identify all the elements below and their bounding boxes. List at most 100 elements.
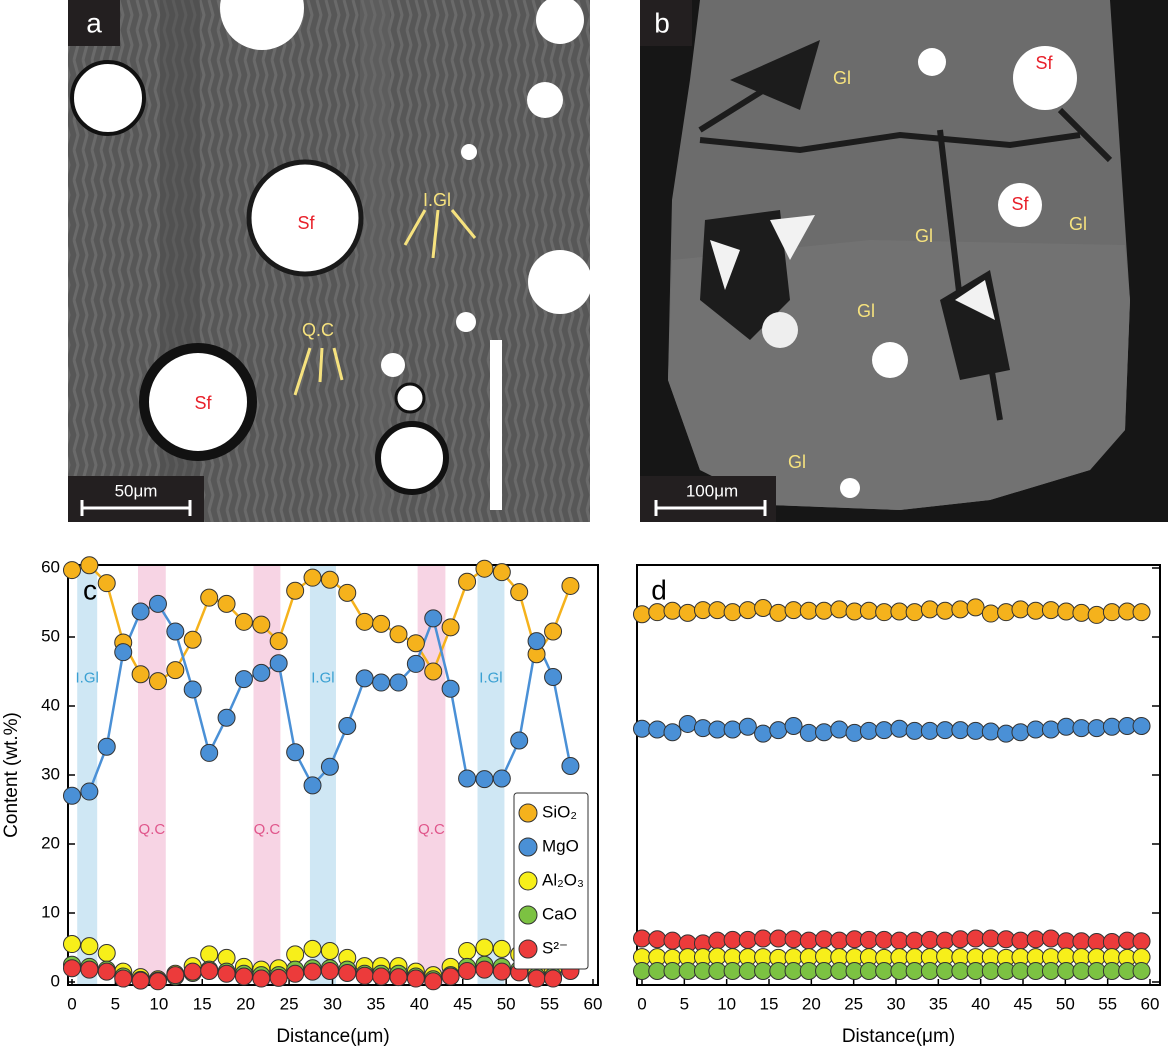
y-tick-label: 60: [41, 557, 60, 576]
data-point: [936, 601, 955, 620]
legend-box: [513, 792, 589, 970]
data-point: [97, 737, 116, 756]
data-point: [1057, 961, 1076, 980]
data-point: [1132, 932, 1151, 951]
data-point: [951, 721, 970, 740]
data-point: [633, 929, 651, 948]
data-point: [80, 937, 99, 956]
band-label: Q.C: [418, 821, 445, 838]
data-point: [166, 661, 185, 680]
data-point: [723, 930, 742, 949]
legend-label: S²⁻: [542, 938, 568, 957]
data-point: [1102, 961, 1121, 980]
data-point: [1132, 603, 1151, 622]
x-tick-label: 35: [929, 994, 948, 1013]
data-point: [966, 961, 985, 980]
plot-frame: [636, 564, 1161, 986]
data-point: [492, 563, 511, 582]
data-point: [708, 961, 727, 980]
data-point: [200, 961, 219, 980]
data-point: [1072, 719, 1091, 738]
data-point: [951, 930, 970, 949]
data-point: [981, 722, 1000, 741]
image-label: Gl: [1069, 214, 1087, 234]
x-tick-label: 40: [410, 994, 429, 1013]
image-label: Sf: [297, 213, 315, 233]
data-point: [769, 603, 788, 622]
x-tick-label: 40: [971, 994, 990, 1013]
data-point: [441, 967, 460, 986]
x-tick-label: 5: [680, 994, 689, 1013]
data-point: [859, 961, 878, 980]
data-point: [1087, 932, 1106, 951]
data-point: [754, 599, 773, 618]
image-label: Gl: [857, 301, 875, 321]
y-tick-label: 50: [41, 626, 60, 645]
data-point: [183, 962, 202, 981]
data-point: [217, 708, 236, 727]
x-tick-label: 30: [323, 994, 342, 1013]
x-tick-label: 25: [844, 994, 863, 1013]
data-point: [799, 601, 818, 620]
data-point: [1041, 720, 1060, 739]
data-point: [1011, 723, 1030, 742]
scale-label: 100μm: [686, 481, 738, 500]
data-point: [389, 673, 408, 692]
data-point: [1132, 717, 1151, 736]
data-point: [200, 588, 219, 607]
data-point: [708, 720, 727, 739]
data-point: [166, 622, 185, 641]
data-point: [458, 769, 477, 788]
data-point: [936, 961, 955, 980]
data-point: [784, 961, 803, 980]
data-point: [131, 971, 150, 990]
data-point: [389, 968, 408, 987]
legend-label: Al₂O₃: [542, 870, 584, 889]
data-point: [234, 612, 253, 631]
data-point: [80, 782, 99, 801]
data-point: [424, 972, 443, 991]
legend-label: SiO₂: [542, 802, 577, 821]
image-label: Q.C: [302, 320, 334, 340]
data-point: [131, 602, 150, 621]
data-point: [799, 723, 818, 742]
data-point: [738, 601, 757, 620]
band-label: I.Gl: [311, 669, 334, 686]
data-point: [131, 665, 150, 684]
data-point: [424, 662, 443, 681]
data-point: [633, 719, 651, 738]
band-label: Q.C: [139, 821, 166, 838]
x-tick-label: 55: [1098, 994, 1117, 1013]
data-point: [372, 614, 391, 633]
data-point: [338, 583, 357, 602]
data-point: [1057, 602, 1076, 621]
data-point: [320, 961, 339, 980]
data-point: [738, 961, 757, 980]
data-point: [114, 969, 133, 988]
data-point: [114, 643, 133, 662]
data-point: [920, 961, 939, 980]
data-point: [966, 598, 985, 617]
x-tick-label: 20: [802, 994, 821, 1013]
data-point: [286, 581, 305, 600]
data-point: [708, 931, 727, 950]
panel-letter: b: [654, 7, 670, 38]
y-tick-label: 0: [51, 971, 60, 990]
data-point: [815, 930, 834, 949]
data-point: [63, 786, 81, 805]
y-tick-label: 40: [41, 695, 60, 714]
band: [417, 565, 446, 985]
data-point: [951, 961, 970, 980]
data-point: [1041, 929, 1060, 948]
data-point: [303, 939, 322, 958]
data-point: [890, 719, 909, 738]
data-point: [905, 931, 924, 950]
data-point: [338, 717, 357, 736]
data-point: [890, 931, 909, 950]
data-point: [815, 601, 834, 620]
data-point: [1087, 605, 1106, 624]
data-point: [951, 600, 970, 619]
data-point: [830, 720, 849, 739]
data-point: [1026, 961, 1045, 980]
